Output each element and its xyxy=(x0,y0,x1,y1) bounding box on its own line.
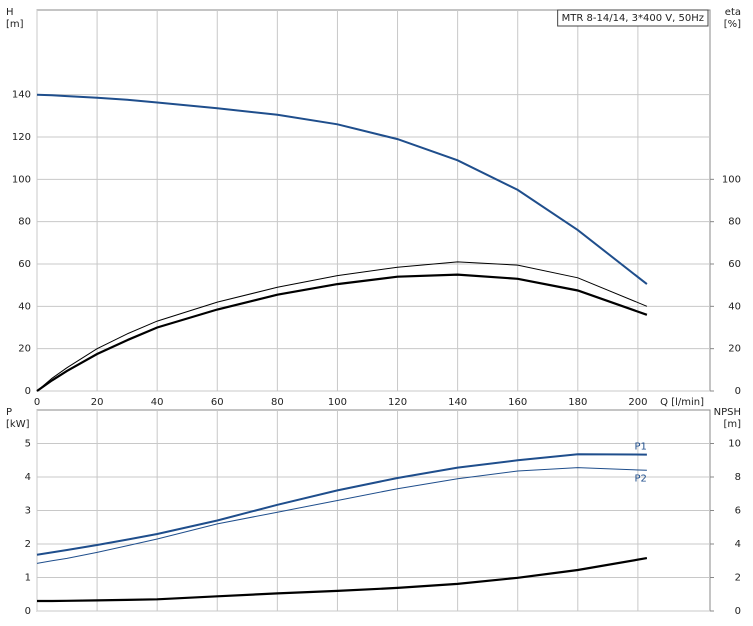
x-axis-label: Q [l/min] xyxy=(660,397,704,408)
y2-tick-label: 10 xyxy=(728,439,741,450)
y2-tick-label: 0 xyxy=(735,386,741,397)
y2-tick-label: 0 xyxy=(735,606,741,617)
y-axis-label: H xyxy=(6,7,14,18)
y-tick-label: 2 xyxy=(25,539,31,550)
data-line xyxy=(36,93,648,285)
y2-tick-label: 2 xyxy=(735,573,741,584)
y-tick-label: 1 xyxy=(25,573,31,584)
y-tick-label: 120 xyxy=(12,132,31,143)
data-line xyxy=(36,273,648,392)
y-tick-label: 40 xyxy=(18,301,31,312)
y2-axis-label: NPSH xyxy=(714,407,741,418)
y-tick-label: 100 xyxy=(12,174,31,185)
title-box xyxy=(557,9,709,27)
y2-tick-label: 8 xyxy=(735,472,741,483)
y2-tick-label: 60 xyxy=(728,259,741,270)
y-axis-label: [m] xyxy=(6,19,24,30)
y-tick-label: 3 xyxy=(25,506,31,517)
y-tick-label: 0 xyxy=(25,606,31,617)
y-tick-label: 4 xyxy=(25,472,31,483)
x-tick-label: 40 xyxy=(151,397,164,408)
y2-tick-label: 40 xyxy=(728,301,741,312)
y-tick-label: 0 xyxy=(25,386,31,397)
y-tick-label: 60 xyxy=(18,259,31,270)
data-line xyxy=(36,467,647,564)
y2-tick-label: 6 xyxy=(735,506,741,517)
x-tick-label: 80 xyxy=(271,397,284,408)
x-tick-label: 0 xyxy=(34,397,40,408)
y-tick-label: 5 xyxy=(25,439,31,450)
y2-tick-label: 20 xyxy=(728,344,741,355)
series-label: P1 xyxy=(635,442,647,453)
x-tick-label: 60 xyxy=(211,397,224,408)
data-line xyxy=(36,453,647,556)
y2-axis-label: [%] xyxy=(724,19,741,30)
data-line xyxy=(37,557,648,603)
y-axis-label: P xyxy=(6,407,12,418)
y2-tick-label: 80 xyxy=(728,217,741,228)
data-line xyxy=(36,261,648,392)
y-tick-label: 20 xyxy=(18,344,31,355)
y2-axis-label: eta xyxy=(725,7,741,18)
x-tick-label: 200 xyxy=(628,397,647,408)
y-axis-label: [kW] xyxy=(6,419,30,430)
plot-area xyxy=(36,9,711,392)
series-label: P2 xyxy=(635,473,647,484)
y2-axis-label: [m] xyxy=(723,419,741,430)
x-tick-label: 100 xyxy=(328,397,347,408)
x-tick-label: 140 xyxy=(448,397,467,408)
chart-title: MTR 8-14/14, 3*400 V, 50Hz xyxy=(562,13,704,24)
x-tick-label: 180 xyxy=(568,397,587,408)
x-tick-label: 20 xyxy=(91,397,104,408)
y2-tick-label: 100 xyxy=(722,174,741,185)
y2-tick-label: 4 xyxy=(735,539,741,550)
y-tick-label: 80 xyxy=(18,217,31,228)
x-tick-label: 160 xyxy=(508,397,527,408)
x-tick-label: 120 xyxy=(388,397,407,408)
y-tick-label: 140 xyxy=(12,90,31,101)
